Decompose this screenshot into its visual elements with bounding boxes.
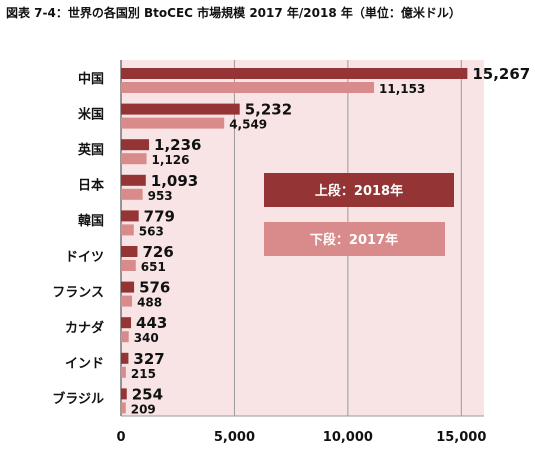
value-label-2017: 209 (131, 402, 156, 416)
x-tick-label: 5,000 (214, 430, 255, 445)
bar-2018 (121, 317, 132, 329)
category-label: 中国 (78, 71, 104, 87)
bar-2017 (121, 224, 134, 236)
value-label-2017: 1,126 (152, 153, 190, 167)
bar-2017 (121, 295, 133, 307)
category-label: ドイツ (65, 250, 104, 265)
value-label-2018: 5,232 (245, 101, 292, 119)
legend-label-2018: 上段：2018年 (315, 183, 403, 199)
x-tick-label: 0 (116, 430, 125, 445)
value-label-2017: 488 (137, 296, 162, 310)
value-label-2018: 327 (133, 350, 164, 368)
category-label: 米国 (78, 106, 104, 122)
bar-2018 (121, 388, 127, 400)
value-label-2018: 15,267 (472, 65, 530, 83)
category-label: ブラジル (52, 391, 104, 407)
legend-label-2017: 下段：2017年 (310, 232, 398, 248)
category-label: インド (65, 357, 104, 372)
category-label: カナダ (65, 320, 104, 336)
bar-2017 (121, 366, 126, 378)
bar-2017 (121, 402, 126, 414)
value-label-2017: 215 (131, 367, 156, 381)
bar-2018 (121, 174, 146, 186)
bar-2017 (121, 82, 375, 93)
value-label-2017: 4,549 (229, 118, 267, 132)
value-label-2018: 779 (144, 207, 175, 225)
x-tick-label: 10,000 (323, 430, 373, 445)
value-label-2017: 563 (139, 224, 164, 238)
value-label-2018: 1,236 (154, 136, 201, 154)
bar-2017 (121, 260, 136, 271)
bar-2018 (121, 68, 468, 79)
chart-title: 図表 7-4：世界の各国別 BtoCEC 市場規模 2017 年/2018 年（… (6, 6, 461, 20)
x-tick-label: 15,000 (436, 430, 486, 445)
bar-2018 (121, 139, 150, 151)
category-label: 韓国 (78, 213, 104, 229)
value-label-2017: 651 (141, 260, 166, 274)
bar-2017 (121, 331, 129, 343)
value-label-2017: 340 (134, 331, 159, 345)
value-label-2018: 1,093 (151, 172, 198, 190)
value-label-2018: 254 (132, 385, 163, 403)
bars (121, 68, 468, 414)
legend-box-2017 (264, 222, 445, 256)
legend-box-2018 (264, 173, 454, 207)
value-label-2018: 443 (136, 314, 167, 332)
x-axis-ticks: 0 5,000 10,000 15,000 (116, 430, 486, 445)
bar-2018 (121, 246, 138, 257)
bar-2018 (121, 210, 139, 222)
bar-2018 (121, 103, 240, 115)
value-label-2018: 576 (139, 279, 170, 297)
category-label: 日本 (78, 178, 104, 194)
bar-2018 (121, 281, 135, 293)
category-label: 英国 (77, 142, 104, 158)
value-label-2017: 11,153 (379, 82, 425, 96)
value-label-2017: 953 (148, 189, 173, 203)
bar-2017 (121, 117, 225, 129)
category-label: フランス (52, 285, 104, 300)
bar-2017 (121, 188, 143, 200)
bar-2018 (121, 352, 129, 364)
bar-2017 (121, 153, 147, 165)
value-label-2018: 726 (142, 243, 173, 261)
